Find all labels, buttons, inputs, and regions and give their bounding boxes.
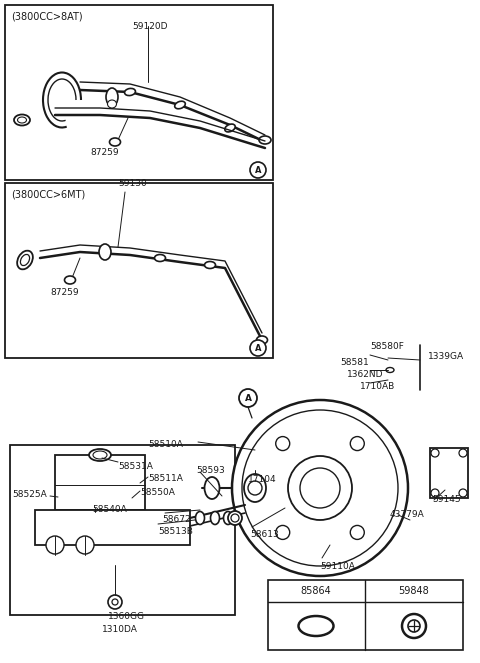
Ellipse shape (99, 244, 111, 260)
Ellipse shape (386, 367, 394, 373)
Bar (10, 445, 235, 615)
Ellipse shape (109, 138, 120, 146)
Text: 58672: 58672 (162, 515, 191, 524)
Text: 87259: 87259 (90, 148, 119, 157)
Ellipse shape (106, 88, 118, 106)
Circle shape (300, 468, 340, 508)
Text: 59110A: 59110A (320, 562, 355, 571)
Ellipse shape (259, 136, 271, 144)
Ellipse shape (14, 115, 30, 125)
Text: 58580F: 58580F (370, 342, 404, 351)
Circle shape (232, 400, 408, 576)
Text: 87259: 87259 (50, 288, 79, 297)
Ellipse shape (204, 261, 216, 269)
Text: 58525A: 58525A (12, 490, 47, 499)
Text: 58550A: 58550A (140, 488, 175, 497)
Text: 58613: 58613 (250, 530, 279, 539)
Ellipse shape (64, 276, 75, 284)
Text: 58581: 58581 (340, 358, 369, 367)
Text: 59145: 59145 (432, 495, 461, 504)
Text: (3800CC>8AT): (3800CC>8AT) (11, 11, 83, 21)
Text: 59130: 59130 (118, 179, 147, 188)
Circle shape (248, 481, 262, 495)
Circle shape (112, 599, 118, 605)
Circle shape (276, 526, 290, 540)
Circle shape (250, 340, 266, 356)
Text: 17104: 17104 (248, 475, 276, 484)
Circle shape (250, 162, 266, 178)
Text: 58513B: 58513B (158, 527, 193, 536)
Ellipse shape (195, 511, 204, 524)
Text: A: A (255, 343, 261, 353)
Text: (3800CC>6MT): (3800CC>6MT) (11, 189, 85, 199)
Circle shape (402, 614, 426, 638)
Ellipse shape (175, 101, 185, 109)
Ellipse shape (155, 255, 166, 261)
Circle shape (46, 536, 64, 554)
Text: 1360GG: 1360GG (108, 612, 145, 621)
Circle shape (231, 514, 239, 522)
Circle shape (276, 436, 290, 451)
Ellipse shape (21, 255, 30, 266)
Circle shape (408, 620, 420, 632)
Ellipse shape (225, 124, 235, 132)
Circle shape (350, 436, 364, 451)
Bar (5, 5, 273, 180)
Text: 58510A: 58510A (148, 440, 183, 449)
Text: 58540A: 58540A (92, 505, 127, 514)
Ellipse shape (204, 477, 219, 499)
Bar (430, 448, 468, 498)
Text: A: A (244, 394, 252, 402)
Circle shape (228, 511, 242, 525)
Text: 58593: 58593 (196, 466, 225, 475)
Circle shape (288, 456, 352, 520)
Circle shape (239, 389, 257, 407)
Text: 1362ND: 1362ND (347, 370, 384, 379)
Ellipse shape (244, 474, 266, 502)
Circle shape (350, 526, 364, 540)
Text: 58531A: 58531A (118, 462, 153, 471)
Ellipse shape (17, 251, 33, 269)
Text: 59120D: 59120D (132, 22, 168, 31)
Bar (268, 580, 463, 650)
Ellipse shape (17, 117, 26, 123)
Circle shape (108, 595, 122, 609)
Bar (5, 183, 273, 358)
Ellipse shape (124, 88, 135, 95)
Ellipse shape (93, 451, 107, 459)
Bar (55, 455, 145, 510)
Ellipse shape (224, 511, 232, 524)
Text: 1310DA: 1310DA (102, 625, 138, 634)
Text: 58511A: 58511A (148, 474, 183, 483)
Ellipse shape (211, 511, 219, 524)
Text: 85864: 85864 (300, 586, 331, 596)
Ellipse shape (299, 616, 334, 636)
Bar (35, 510, 190, 545)
Text: 43779A: 43779A (390, 510, 425, 519)
Text: 59848: 59848 (398, 586, 430, 596)
Text: 1710AB: 1710AB (360, 382, 395, 391)
Ellipse shape (108, 100, 117, 108)
Text: A: A (255, 166, 261, 174)
Circle shape (76, 536, 94, 554)
Text: 1339GA: 1339GA (428, 352, 464, 361)
Ellipse shape (89, 449, 111, 461)
Ellipse shape (256, 336, 267, 344)
